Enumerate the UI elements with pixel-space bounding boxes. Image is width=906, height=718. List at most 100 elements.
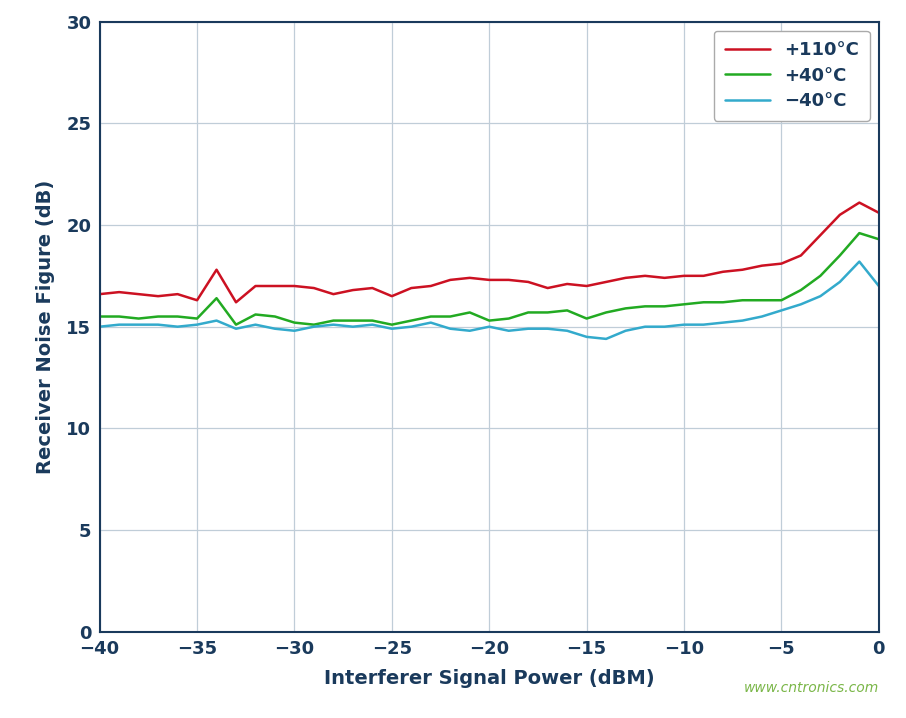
−40°C: [445, 325, 456, 333]
+40°C: [853, 229, 864, 238]
+40°C: [191, 314, 202, 323]
+110°C: [328, 290, 339, 299]
−40°C: [601, 335, 612, 343]
+110°C: [503, 276, 514, 284]
+110°C: [679, 271, 689, 280]
+40°C: [659, 302, 670, 311]
+110°C: [289, 281, 300, 290]
+110°C: [640, 271, 651, 280]
+110°C: [406, 284, 417, 292]
−40°C: [425, 318, 436, 327]
+110°C: [386, 292, 397, 300]
Legend: +110°C, +40°C, −40°C: +110°C, +40°C, −40°C: [714, 31, 870, 121]
+40°C: [814, 271, 825, 280]
+110°C: [191, 296, 202, 304]
−40°C: [679, 320, 689, 329]
+40°C: [620, 304, 631, 313]
−40°C: [757, 312, 767, 321]
+40°C: [133, 314, 144, 323]
+40°C: [562, 306, 573, 314]
+110°C: [230, 298, 241, 307]
−40°C: [484, 322, 495, 331]
−40°C: [328, 320, 339, 329]
+110°C: [582, 281, 593, 290]
+110°C: [601, 278, 612, 286]
Line: +110°C: +110°C: [100, 202, 879, 302]
+110°C: [659, 274, 670, 282]
−40°C: [114, 320, 125, 329]
Line: −40°C: −40°C: [100, 261, 879, 339]
+110°C: [873, 208, 884, 217]
+110°C: [542, 284, 553, 292]
+110°C: [211, 266, 222, 274]
+110°C: [795, 251, 806, 260]
+110°C: [737, 266, 747, 274]
−40°C: [620, 327, 631, 335]
−40°C: [250, 320, 261, 329]
+110°C: [94, 290, 105, 299]
−40°C: [386, 325, 397, 333]
+40°C: [757, 296, 767, 304]
+110°C: [133, 290, 144, 299]
+110°C: [270, 281, 281, 290]
+40°C: [737, 296, 747, 304]
+40°C: [776, 296, 786, 304]
−40°C: [172, 322, 183, 331]
+40°C: [152, 312, 163, 321]
−40°C: [406, 322, 417, 331]
+110°C: [425, 281, 436, 290]
+40°C: [328, 316, 339, 325]
−40°C: [367, 320, 378, 329]
+40°C: [250, 310, 261, 319]
+40°C: [386, 320, 397, 329]
−40°C: [718, 318, 728, 327]
−40°C: [133, 320, 144, 329]
+110°C: [445, 276, 456, 284]
Y-axis label: Receiver Noise Figure (dB): Receiver Noise Figure (dB): [36, 180, 55, 474]
+40°C: [795, 286, 806, 294]
+110°C: [853, 198, 864, 207]
+110°C: [620, 274, 631, 282]
+110°C: [347, 286, 358, 294]
−40°C: [464, 327, 475, 335]
+40°C: [679, 300, 689, 309]
+40°C: [698, 298, 708, 307]
−40°C: [814, 292, 825, 300]
+40°C: [503, 314, 514, 323]
+40°C: [172, 312, 183, 321]
+110°C: [484, 276, 495, 284]
+40°C: [484, 316, 495, 325]
−40°C: [562, 327, 573, 335]
+110°C: [562, 279, 573, 288]
−40°C: [640, 322, 651, 331]
+110°C: [464, 274, 475, 282]
+40°C: [464, 308, 475, 317]
+40°C: [406, 316, 417, 325]
−40°C: [347, 322, 358, 331]
+40°C: [425, 312, 436, 321]
−40°C: [659, 322, 670, 331]
+40°C: [834, 251, 845, 260]
+40°C: [289, 318, 300, 327]
+40°C: [445, 312, 456, 321]
−40°C: [308, 322, 319, 331]
−40°C: [523, 325, 534, 333]
−40°C: [795, 300, 806, 309]
+110°C: [718, 268, 728, 276]
+40°C: [94, 312, 105, 321]
+110°C: [308, 284, 319, 292]
+40°C: [601, 308, 612, 317]
+110°C: [698, 271, 708, 280]
+40°C: [211, 294, 222, 302]
+110°C: [367, 284, 378, 292]
+40°C: [640, 302, 651, 311]
−40°C: [853, 257, 864, 266]
+40°C: [347, 316, 358, 325]
Text: www.cntronics.com: www.cntronics.com: [744, 681, 879, 694]
−40°C: [834, 278, 845, 286]
+110°C: [152, 292, 163, 300]
+40°C: [873, 235, 884, 243]
−40°C: [191, 320, 202, 329]
+40°C: [718, 298, 728, 307]
−40°C: [582, 332, 593, 341]
